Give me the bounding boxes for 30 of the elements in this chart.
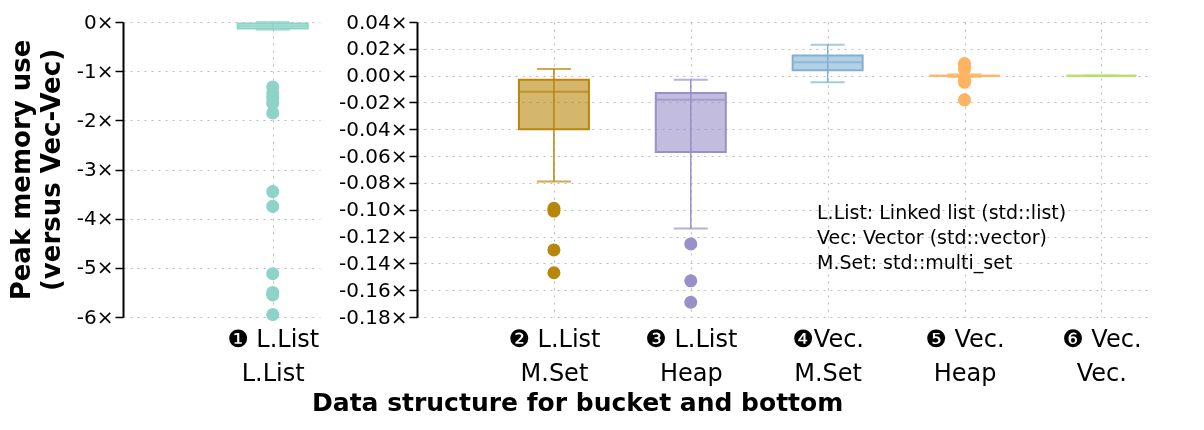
y-tick-label: 0.00× [346,63,408,88]
y-tick-label: -0.18× [338,304,408,329]
annotation: Vec: Vector (std::vector) [817,226,1047,248]
y-tick-label: -5× [76,255,114,280]
y-tick-label: -0.06× [338,143,408,168]
y-axis-title: Peak memory use (versus Vec-Vec) [5,39,66,301]
y-tick-label: -3× [76,157,114,181]
x-axis-title: Data structure for bucket and bottom [312,388,844,417]
y-tick-label: -0.14× [338,250,408,275]
y-tick-label: 0.02× [346,36,408,61]
y-tick-label: -0.10× [338,197,408,222]
x-tick-label: ❻ Vec. Vec. [1062,324,1142,387]
x-tick-label: ❺ Vec. Heap [925,324,1005,387]
y-tick-label: -0.12× [338,224,408,249]
y-tick-label: -2× [76,107,114,132]
y-tick-label: -0.16× [338,277,408,302]
annotation: M.Set: std::multi_set [817,251,1013,274]
y-tick-label: -0.02× [338,89,408,114]
y-tick-label: 0× [84,9,114,34]
x-tick-label: ❷ L.List M.Set [508,324,601,387]
x-tick-label: ❶ L.List L.List [227,324,320,387]
y-tick-label: -6× [76,304,114,329]
y-tick-label: -0.04× [338,116,408,141]
y-tick-label: 0.04× [346,9,408,34]
y-tick-label: -0.08× [338,170,408,195]
x-tick-label: ❹Vec. M.Set [792,324,864,387]
y-tick-label: -4× [76,206,114,231]
x-tick-label: ❸ L.List Heap [645,324,738,387]
annotation: L.List: Linked list (std::list) [817,201,1067,223]
y-tick-label: -1× [76,58,114,83]
